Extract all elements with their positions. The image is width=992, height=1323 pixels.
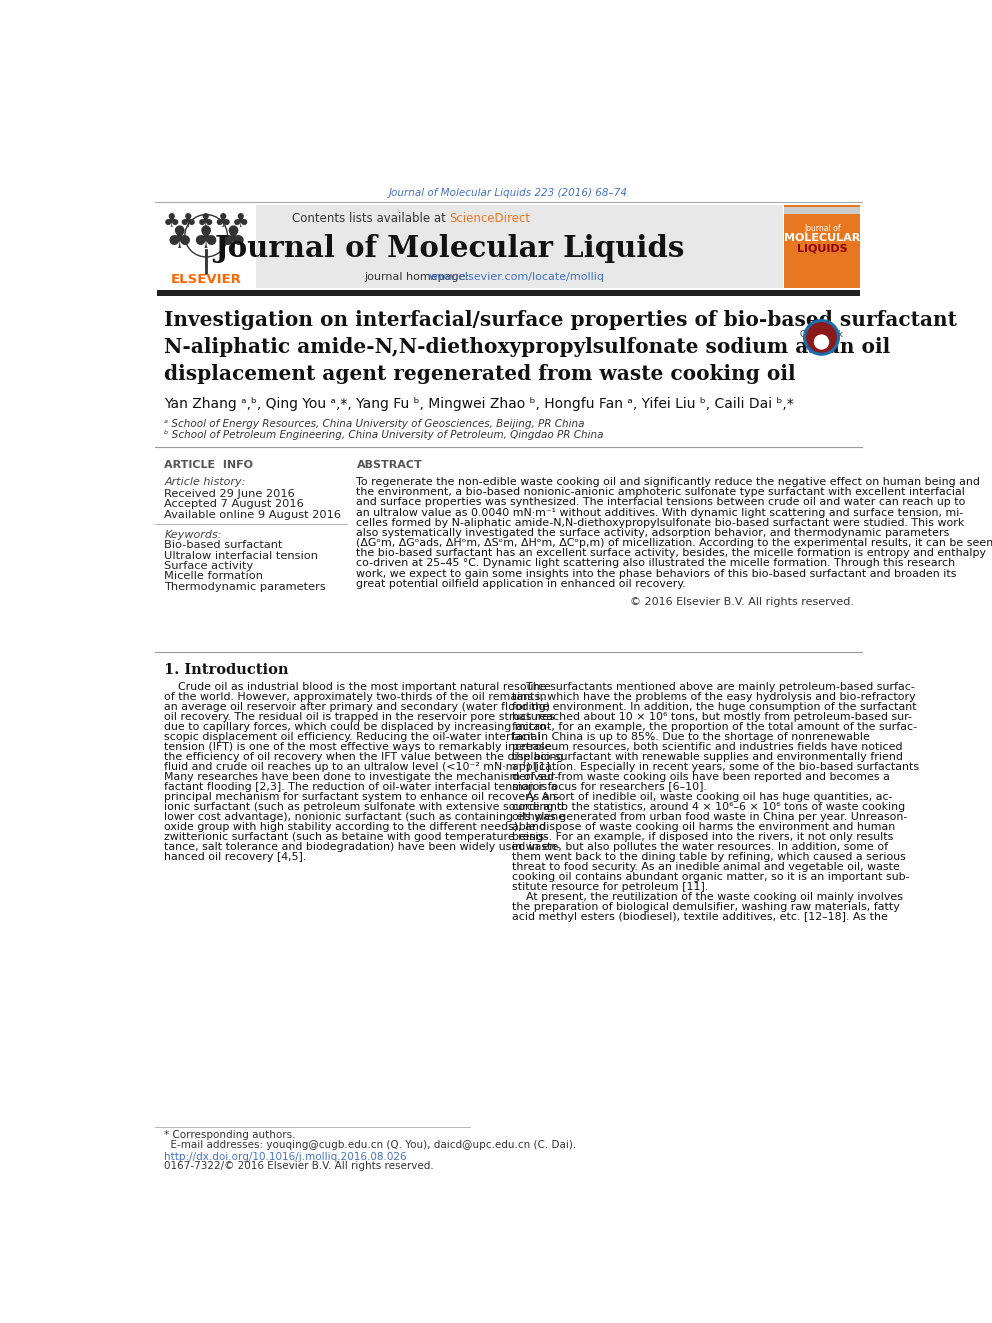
Text: Available online 9 August 2016: Available online 9 August 2016	[165, 511, 341, 520]
Text: oils was generated from urban food waste in China per year. Unreason-: oils was generated from urban food waste…	[512, 812, 907, 822]
Text: in waste, but also pollutes the water resources. In addition, some of: in waste, but also pollutes the water re…	[512, 843, 888, 852]
Circle shape	[806, 323, 836, 352]
Text: To regenerate the non-edible waste cooking oil and significantly reduce the nega: To regenerate the non-edible waste cooki…	[356, 478, 980, 487]
Text: Journal of Molecular Liquids: Journal of Molecular Liquids	[214, 234, 684, 262]
Text: them went back to the dining table by refining, which caused a serious: them went back to the dining table by re…	[512, 852, 906, 863]
Bar	[157, 205, 783, 288]
Circle shape	[814, 335, 828, 349]
Text: also systematically investigated the surface activity, adsorption behavior, and : also systematically investigated the sur…	[356, 528, 950, 538]
Text: the environment, a bio-based nonionic-anionic amphoteric sulfonate type surfacta: the environment, a bio-based nonionic-an…	[356, 487, 965, 497]
Text: tance, salt tolerance and biodegradation) have been widely used in en-: tance, salt tolerance and biodegradation…	[165, 843, 560, 852]
Text: acid methyl esters (biodiesel), textile additives, etc. [12–18]. As the: acid methyl esters (biodiesel), textile …	[512, 913, 888, 922]
Text: cooking oil contains abundant organic matter, so it is an important sub-: cooking oil contains abundant organic ma…	[512, 872, 909, 882]
Text: Surface activity: Surface activity	[165, 561, 254, 572]
Text: Accepted 7 August 2016: Accepted 7 August 2016	[165, 500, 305, 509]
Text: tant in China is up to 85%. Due to the shortage of nonrenewable: tant in China is up to 85%. Due to the s…	[512, 732, 869, 742]
Text: the preparation of biological demulsifier, washing raw materials, fatty: the preparation of biological demulsifie…	[512, 902, 900, 912]
Bar	[785, 205, 860, 288]
Text: work, we expect to gain some insights into the phase behaviors of this bio-based: work, we expect to gain some insights in…	[356, 569, 957, 578]
Text: the efficiency of oil recovery when the IFT value between the displacing: the efficiency of oil recovery when the …	[165, 751, 563, 762]
Bar	[785, 206, 860, 214]
Text: Investigation on interfacial/surface properties of bio-based surfactant: Investigation on interfacial/surface pro…	[165, 311, 957, 331]
Text: factant, for an example, the proportion of the total amount of the surfac-: factant, for an example, the proportion …	[512, 722, 917, 732]
Text: fluid and crude oil reaches up to an ultralow level (<10⁻² mN·m⁻¹) [1].: fluid and crude oil reaches up to an ult…	[165, 762, 554, 773]
Text: 0167-7322/© 2016 Elsevier B.V. All rights reserved.: 0167-7322/© 2016 Elsevier B.V. All right…	[165, 1160, 434, 1171]
Text: and surface properties was synthesized. The interfacial tensions between crude o: and surface properties was synthesized. …	[356, 497, 966, 508]
Text: Many researches have been done to investigate the mechanism of sur-: Many researches have been done to invest…	[165, 773, 558, 782]
Text: ᵃ School of Energy Resources, China University of Geosciences, Beijing, PR China: ᵃ School of Energy Resources, China Univ…	[165, 419, 585, 430]
Text: Thermodynamic parameters: Thermodynamic parameters	[165, 582, 326, 591]
Text: Yan Zhang ᵃ,ᵇ, Qing You ᵃ,*, Yang Fu ᵇ, Mingwei Zhao ᵇ, Hongfu Fan ᵃ, Yifei Liu : Yan Zhang ᵃ,ᵇ, Qing You ᵃ,*, Yang Fu ᵇ, …	[165, 397, 794, 410]
Text: co-driven at 25–45 °C. Dynamic light scattering also illustrated the micelle for: co-driven at 25–45 °C. Dynamic light sca…	[356, 558, 955, 569]
Text: for the environment. In addition, the huge consumption of the surfactant: for the environment. In addition, the hu…	[512, 703, 917, 712]
Text: E-mail addresses: youqing@cugb.edu.cn (Q. You), daicd@upc.edu.cn (C. Dai).: E-mail addresses: youqing@cugb.edu.cn (Q…	[165, 1140, 576, 1150]
Text: © 2016 Elsevier B.V. All rights reserved.: © 2016 Elsevier B.V. All rights reserved…	[630, 597, 854, 607]
Text: factant flooding [2,3]. The reduction of oil-water interfacial tension is a: factant flooding [2,3]. The reduction of…	[165, 782, 558, 792]
Text: oxide group with high stability according to the different needs), and: oxide group with high stability accordin…	[165, 822, 547, 832]
Text: http://dx.doi.org/10.1016/j.molliq.2016.08.026: http://dx.doi.org/10.1016/j.molliq.2016.…	[165, 1152, 407, 1162]
Text: an ultralow value as 0.0040 mN·m⁻¹ without additives. With dynamic light scatter: an ultralow value as 0.0040 mN·m⁻¹ witho…	[356, 508, 964, 517]
Text: tants, which have the problems of the easy hydrolysis and bio-refractory: tants, which have the problems of the ea…	[512, 692, 916, 703]
Text: stitute resource for petroleum [11].: stitute resource for petroleum [11].	[512, 882, 707, 892]
Text: CrossMark: CrossMark	[800, 329, 843, 339]
Text: ionic surfactant (such as petroleum sulfonate with extensive source and: ionic surfactant (such as petroleum sulf…	[165, 802, 564, 812]
Text: ᵇ School of Petroleum Engineering, China University of Petroleum, Qingdao PR Chi: ᵇ School of Petroleum Engineering, China…	[165, 430, 604, 441]
Text: N-aliphatic amide-N,N-diethoxypropylsulfonate sodium as an oil: N-aliphatic amide-N,N-diethoxypropylsulf…	[165, 337, 891, 357]
Text: The surfactants mentioned above are mainly petroleum-based surfac-: The surfactants mentioned above are main…	[512, 681, 915, 692]
Text: ARTICLE  INFO: ARTICLE INFO	[165, 460, 253, 470]
Text: cording to the statistics, around 4 × 10⁶–6 × 10⁶ tons of waste cooking: cording to the statistics, around 4 × 10…	[512, 802, 905, 812]
Text: |: |	[202, 249, 209, 269]
Text: an average oil reservoir after primary and secondary (water flooding): an average oil reservoir after primary a…	[165, 703, 551, 712]
Text: At present, the reutilization of the waste cooking oil mainly involves: At present, the reutilization of the was…	[512, 892, 903, 902]
Text: zwitterionic surfactant (such as betaine with good temperature resis-: zwitterionic surfactant (such as betaine…	[165, 832, 549, 843]
Text: scopic displacement oil efficiency. Reducing the oil-water interfacial: scopic displacement oil efficiency. Redu…	[165, 732, 541, 742]
Text: Crude oil as industrial blood is the most important natural resource: Crude oil as industrial blood is the mos…	[165, 681, 552, 692]
Text: Contents lists available at: Contents lists available at	[292, 212, 449, 225]
Text: Bio-based surfactant: Bio-based surfactant	[165, 540, 283, 550]
Text: tension (IFT) is one of the most effective ways to remarkably increase: tension (IFT) is one of the most effecti…	[165, 742, 553, 751]
Text: due to capillary forces, which could be displaced by increasing micro-: due to capillary forces, which could be …	[165, 722, 551, 732]
Text: 1. Introduction: 1. Introduction	[165, 663, 289, 677]
Text: displacement agent regenerated from waste cooking oil: displacement agent regenerated from wast…	[165, 364, 796, 385]
Text: Journal of Molecular Liquids 223 (2016) 68–74: Journal of Molecular Liquids 223 (2016) …	[389, 188, 628, 197]
Text: Micelle formation: Micelle formation	[165, 572, 263, 582]
Text: principal mechanism for surfactant system to enhance oil recovery. An-: principal mechanism for surfactant syste…	[165, 792, 560, 802]
Text: threat to food security. As an inedible animal and vegetable oil, waste: threat to food security. As an inedible …	[512, 863, 900, 872]
Text: LIQUIDS: LIQUIDS	[797, 243, 847, 253]
Text: celles formed by N-aliphatic amide-N,N-diethoxypropylsulfonate bio-based surfact: celles formed by N-aliphatic amide-N,N-d…	[356, 517, 965, 528]
Text: MOLECULAR: MOLECULAR	[784, 233, 860, 243]
Text: the bio-surfactant with renewable supplies and environmentally friend: the bio-surfactant with renewable suppli…	[512, 751, 903, 762]
Bar	[157, 290, 860, 296]
Text: journal homepage:: journal homepage:	[364, 273, 473, 282]
Text: (ΔGᵒm, ΔGᵒads, ΔHᵒm, ΔSᵒm, ΔHᵒm, ΔCᵒp,m) of micellization. According to the expe: (ΔGᵒm, ΔGᵒads, ΔHᵒm, ΔSᵒm, ΔHᵒm, ΔCᵒp,m)…	[356, 538, 992, 548]
Text: has reached about 10 × 10⁶ tons, but mostly from petroleum-based sur-: has reached about 10 × 10⁶ tons, but mos…	[512, 712, 912, 722]
Text: Ultralow interfacial tension: Ultralow interfacial tension	[165, 550, 318, 561]
Text: hanced oil recovery [4,5].: hanced oil recovery [4,5].	[165, 852, 307, 863]
Text: ♣♣♣♣♣: ♣♣♣♣♣	[163, 213, 250, 232]
Text: ♣♣♣: ♣♣♣	[165, 225, 247, 254]
Text: Keywords:: Keywords:	[165, 529, 222, 540]
Text: application. Especially in recent years, some of the bio-based surfactants: application. Especially in recent years,…	[512, 762, 919, 773]
Text: * Corresponding authors.: * Corresponding authors.	[165, 1130, 296, 1140]
Text: able dispose of waste cooking oil harms the environment and human: able dispose of waste cooking oil harms …	[512, 822, 895, 832]
Text: the bio-based surfactant has an excellent surface activity, besides, the micelle: the bio-based surfactant has an excellen…	[356, 548, 986, 558]
Text: Article history:: Article history:	[165, 478, 246, 487]
Text: major focus for researchers [6–10].: major focus for researchers [6–10].	[512, 782, 706, 792]
Circle shape	[804, 320, 839, 355]
Text: Received 29 June 2016: Received 29 June 2016	[165, 488, 295, 499]
Text: beings. For an example, if disposed into the rivers, it not only results: beings. For an example, if disposed into…	[512, 832, 893, 843]
Text: ABSTRACT: ABSTRACT	[356, 460, 423, 470]
Text: ELSEVIER: ELSEVIER	[171, 273, 242, 286]
Text: www.elsevier.com/locate/molliq: www.elsevier.com/locate/molliq	[429, 273, 604, 282]
Text: great potential oilfield application in enhanced oil recovery.: great potential oilfield application in …	[356, 578, 686, 589]
Text: ScienceDirect: ScienceDirect	[449, 212, 531, 225]
Text: of the world. However, approximately two-thirds of the oil remains in: of the world. However, approximately two…	[165, 692, 547, 703]
Text: Journal of: Journal of	[805, 224, 840, 233]
Bar	[157, 205, 256, 288]
Text: lower cost advantage), nonionic surfactant (such as containing ethylene: lower cost advantage), nonionic surfacta…	[165, 812, 565, 822]
Text: derived from waste cooking oils have been reported and becomes a: derived from waste cooking oils have bee…	[512, 773, 890, 782]
Text: oil recovery. The residual oil is trapped in the reservoir pore structures: oil recovery. The residual oil is trappe…	[165, 712, 556, 722]
Text: petroleum resources, both scientific and industries fields have noticed: petroleum resources, both scientific and…	[512, 742, 902, 751]
Text: As a sort of inedible oil, waste cooking oil has huge quantities, ac-: As a sort of inedible oil, waste cooking…	[512, 792, 892, 802]
